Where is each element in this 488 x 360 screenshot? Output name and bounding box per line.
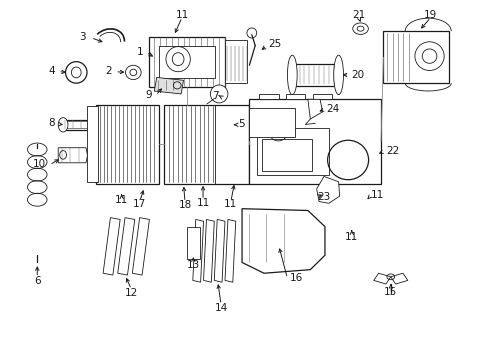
Text: 24: 24 [326,104,339,114]
Polygon shape [58,148,87,163]
Text: 5: 5 [238,119,245,129]
Polygon shape [118,218,135,275]
Ellipse shape [333,55,343,95]
Polygon shape [132,218,149,275]
Text: 14: 14 [214,303,227,314]
Ellipse shape [287,55,297,95]
Text: 11: 11 [224,199,237,210]
Polygon shape [316,176,339,203]
Bar [292,64,338,86]
Text: 12: 12 [124,288,138,298]
Polygon shape [203,220,214,282]
Text: 10: 10 [32,159,45,169]
Bar [312,94,331,99]
Polygon shape [192,220,203,282]
Text: 17: 17 [133,199,146,210]
Polygon shape [103,218,120,275]
Ellipse shape [218,115,239,135]
Text: 21: 21 [352,10,365,20]
Bar [224,40,246,83]
Bar [249,99,380,184]
Polygon shape [390,273,407,284]
Bar [87,107,98,182]
Text: 23: 23 [317,192,330,202]
Text: 11: 11 [345,232,358,242]
Text: 25: 25 [267,40,281,49]
Bar [64,121,116,129]
Polygon shape [224,220,235,282]
Text: 15: 15 [384,287,397,297]
Text: 22: 22 [385,145,398,156]
Ellipse shape [113,120,121,130]
Ellipse shape [65,62,87,83]
Text: 11: 11 [370,190,384,200]
Text: 4: 4 [49,66,55,76]
Bar [256,128,328,175]
Text: 2: 2 [105,66,112,76]
Text: 1: 1 [137,46,143,57]
Polygon shape [214,220,224,282]
Polygon shape [373,273,390,284]
Text: 11: 11 [115,195,128,205]
Ellipse shape [125,65,141,80]
Bar [259,94,278,99]
Ellipse shape [210,85,227,103]
Polygon shape [154,77,183,94]
Text: 11: 11 [175,10,188,20]
Text: 3: 3 [79,32,86,41]
Bar [149,37,224,87]
Bar [187,226,199,259]
Bar [285,94,305,99]
Bar [383,31,448,83]
Text: 8: 8 [49,118,55,128]
Text: 13: 13 [186,260,200,270]
Text: 9: 9 [145,90,152,100]
Bar [261,139,311,171]
Bar [249,108,295,137]
Text: 19: 19 [423,10,436,20]
Bar [96,105,159,184]
Bar [163,105,249,184]
Polygon shape [242,209,325,273]
Text: 16: 16 [289,273,302,283]
Polygon shape [307,99,322,119]
Text: 6: 6 [34,276,41,286]
Bar [159,45,215,78]
Text: 7: 7 [212,91,219,101]
Text: 11: 11 [196,198,209,208]
Text: 18: 18 [178,200,191,210]
Ellipse shape [58,118,68,132]
Bar [63,120,117,130]
Text: 20: 20 [350,70,363,80]
